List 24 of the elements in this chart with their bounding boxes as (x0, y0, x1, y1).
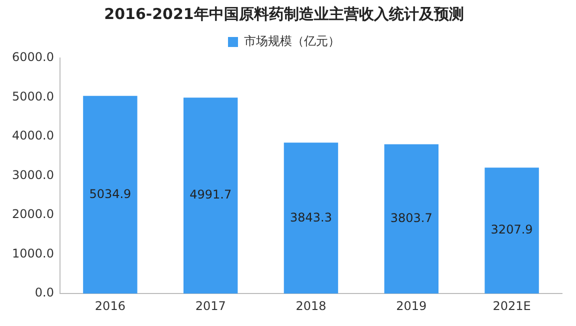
bar (284, 142, 338, 294)
x-tick-label: 2018 (296, 298, 326, 313)
y-tick-label: 6000.0 (12, 50, 54, 64)
x-tick-label: 2021E (492, 298, 531, 313)
y-tick-label: 2000.0 (12, 207, 54, 222)
bar (183, 98, 238, 294)
chart-title: 2016-2021年中国原料药制造业主营收入统计及预测 (104, 4, 464, 23)
x-tick-label: 2019 (396, 298, 427, 313)
bar (384, 144, 439, 294)
data-label: 3803.7 (390, 211, 432, 226)
bar (484, 168, 539, 294)
data-label: 3207.9 (490, 222, 533, 237)
y-tick-label: 5000.0 (12, 89, 54, 104)
y-tick-label: 3000.0 (12, 168, 54, 182)
data-label: 3843.3 (290, 210, 332, 224)
y-tick-label: 0.0 (34, 286, 54, 300)
data-label: 5034.9 (89, 186, 132, 201)
x-tick-label: 2017 (195, 298, 226, 313)
x-tick-label: 2016 (94, 298, 126, 313)
y-tick-label: 1000.0 (12, 246, 54, 260)
y-tick-label: 4000.0 (12, 128, 54, 143)
bar (83, 96, 138, 294)
data-label: 4991.7 (190, 188, 232, 202)
legend-label: 市场规模（亿元） (244, 34, 340, 48)
